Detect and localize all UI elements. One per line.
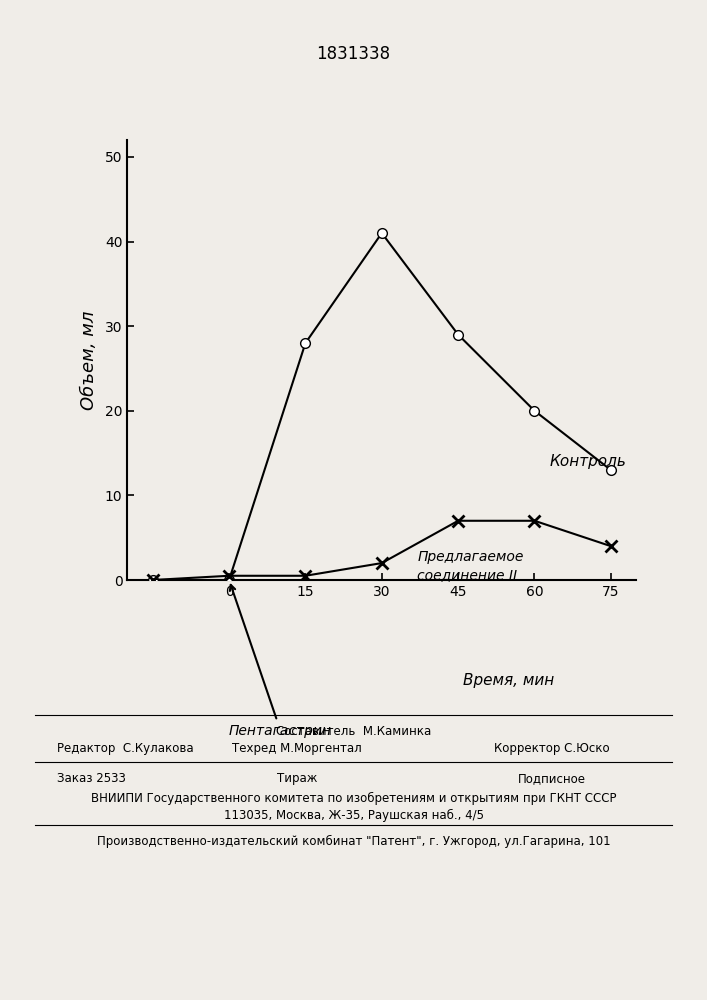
Y-axis label: Объем, мл: Объем, мл <box>80 310 98 410</box>
Text: Редактор  С.Кулакова: Редактор С.Кулакова <box>57 742 193 755</box>
Text: Производственно-издательский комбинат "Патент", г. Ужгород, ул.Гагарина, 101: Производственно-издательский комбинат "П… <box>97 835 610 848</box>
Text: Техред М.Моргентал: Техред М.Моргентал <box>232 742 362 755</box>
Text: Предлагаемое
соединение II: Предлагаемое соединение II <box>417 550 524 582</box>
Text: Подписное: Подписное <box>518 772 585 785</box>
Text: Время, мин: Время, мин <box>463 673 555 688</box>
Text: 1831338: 1831338 <box>317 45 390 63</box>
Text: 113035, Москва, Ж-35, Раушская наб., 4/5: 113035, Москва, Ж-35, Раушская наб., 4/5 <box>223 809 484 822</box>
Text: Пентагастрин: Пентагастрин <box>229 585 332 738</box>
Text: Составитель  М.Каминка: Составитель М.Каминка <box>276 725 431 738</box>
Text: Корректор С.Юско: Корректор С.Юско <box>493 742 609 755</box>
Text: Тираж: Тираж <box>276 772 317 785</box>
Text: Контроль: Контроль <box>550 454 626 469</box>
Text: Заказ 2533: Заказ 2533 <box>57 772 125 785</box>
Text: ВНИИПИ Государственного комитета по изобретениям и открытиям при ГКНТ СССР: ВНИИПИ Государственного комитета по изоб… <box>90 792 617 805</box>
